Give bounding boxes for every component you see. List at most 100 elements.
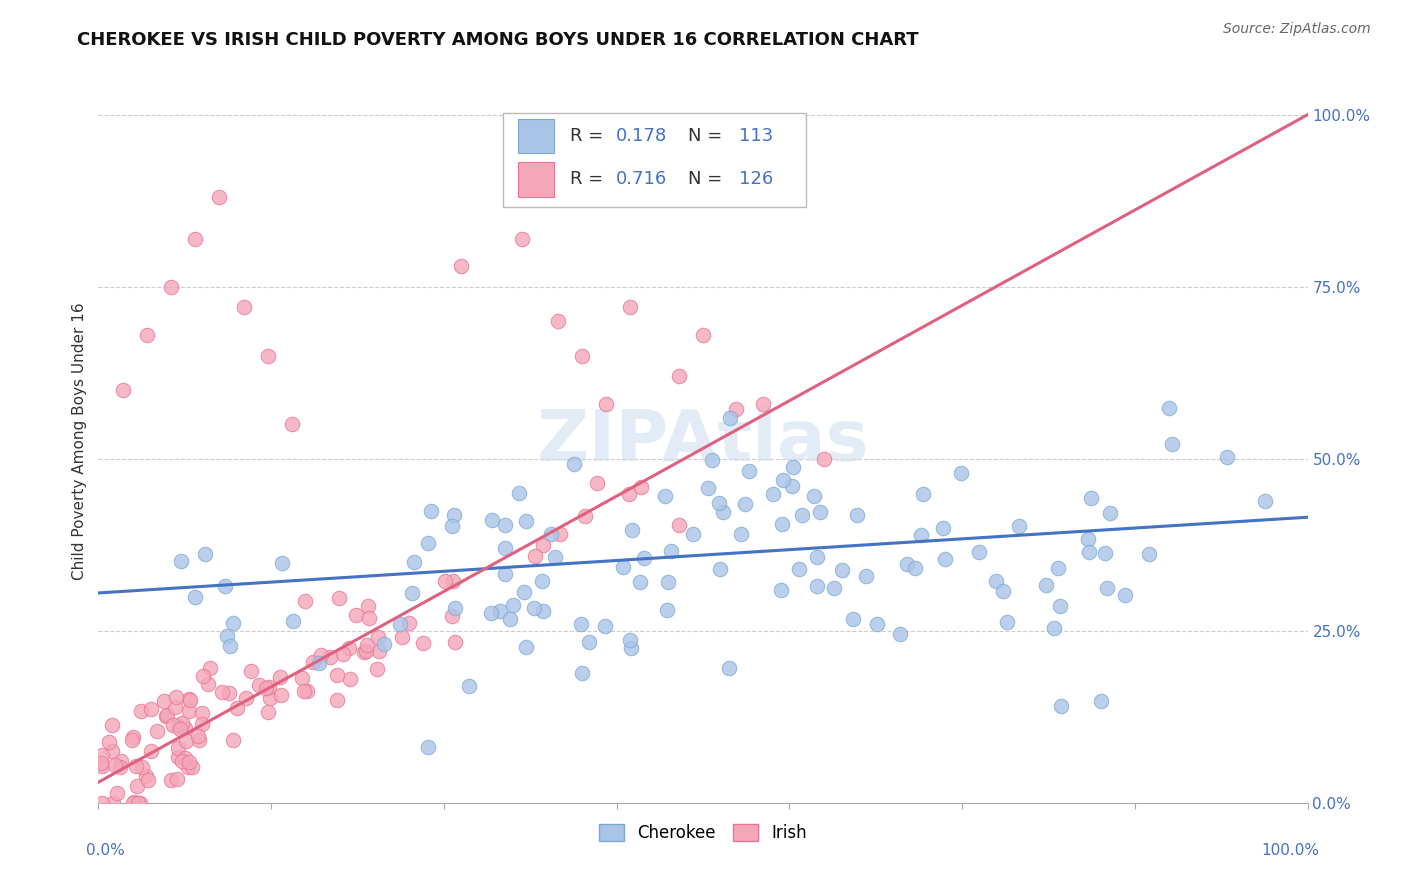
Point [160, 279, 183, 293]
Point [1094, 546, 1116, 560]
Point [257, 705, 280, 719]
Point [934, 552, 956, 566]
Point [787, 561, 810, 575]
Point [125, 780, 148, 794]
Point [221, 615, 243, 630]
Point [235, 690, 257, 705]
Point [734, 497, 756, 511]
Text: 0.178: 0.178 [616, 127, 668, 145]
Point [101, 718, 124, 732]
Point [100, 744, 122, 758]
Point [256, 349, 278, 363]
FancyBboxPatch shape [503, 112, 806, 207]
Point [367, 644, 389, 658]
Point [294, 684, 316, 698]
Point [515, 514, 537, 528]
Text: R =: R = [569, 170, 609, 188]
Point [1095, 581, 1118, 595]
Point [247, 678, 270, 692]
Point [337, 640, 360, 655]
Point [90, 747, 112, 762]
Point [172, 755, 194, 769]
Point [984, 574, 1007, 589]
Point [1254, 493, 1277, 508]
Point [309, 648, 332, 663]
Point [995, 615, 1018, 629]
Point [1099, 506, 1122, 520]
Point [510, 231, 533, 245]
Point [709, 562, 731, 576]
Point [359, 611, 381, 625]
Point [1043, 621, 1066, 635]
Text: 0.0%: 0.0% [86, 843, 125, 857]
Point [489, 604, 512, 618]
Point [214, 579, 236, 593]
Point [846, 508, 869, 522]
Point [281, 614, 304, 628]
Point [574, 508, 596, 523]
Point [1077, 532, 1099, 546]
Point [218, 639, 240, 653]
Y-axis label: Child Poverty Among Boys Under 16: Child Poverty Among Boys Under 16 [72, 302, 87, 581]
Point [866, 616, 889, 631]
Point [222, 732, 245, 747]
Point [513, 585, 536, 599]
Point [912, 487, 935, 501]
Point [326, 668, 349, 682]
Text: Source: ZipAtlas.com: Source: ZipAtlas.com [1223, 22, 1371, 37]
Point [269, 670, 291, 684]
Point [531, 537, 554, 551]
Point [184, 231, 207, 245]
Point [174, 750, 197, 764]
Point [659, 544, 682, 558]
Point [179, 692, 201, 706]
Point [782, 459, 804, 474]
Point [770, 516, 793, 531]
Point [595, 397, 617, 411]
Point [1090, 694, 1112, 708]
Point [813, 451, 835, 466]
Point [416, 535, 439, 549]
Point [547, 314, 569, 328]
Point [90, 756, 112, 770]
Point [823, 581, 845, 595]
Point [772, 473, 794, 487]
Point [111, 383, 134, 397]
Point [578, 635, 600, 649]
Point [697, 481, 720, 495]
Point [707, 496, 730, 510]
Point [730, 527, 752, 541]
Point [391, 631, 413, 645]
Point [499, 611, 522, 625]
Point [308, 656, 330, 670]
Point [889, 626, 911, 640]
Point [232, 301, 254, 315]
Point [135, 769, 157, 783]
Point [398, 616, 420, 631]
Point [621, 523, 644, 537]
Point [654, 489, 676, 503]
Point [131, 760, 153, 774]
Point [668, 517, 690, 532]
Point [166, 772, 188, 786]
Point [967, 545, 990, 559]
Point [332, 647, 354, 661]
Point [155, 708, 177, 723]
Point [389, 617, 412, 632]
Point [108, 760, 131, 774]
Point [617, 487, 640, 501]
Point [319, 649, 342, 664]
Point [717, 660, 740, 674]
Point [1047, 561, 1070, 575]
Point [630, 480, 652, 494]
Point [1137, 547, 1160, 561]
Point [619, 301, 641, 315]
Point [184, 590, 207, 604]
Point [104, 758, 127, 772]
Point [170, 716, 193, 731]
Point [433, 574, 456, 588]
Point [792, 508, 814, 522]
Point [153, 694, 176, 708]
Point [450, 259, 472, 273]
Point [191, 706, 214, 720]
